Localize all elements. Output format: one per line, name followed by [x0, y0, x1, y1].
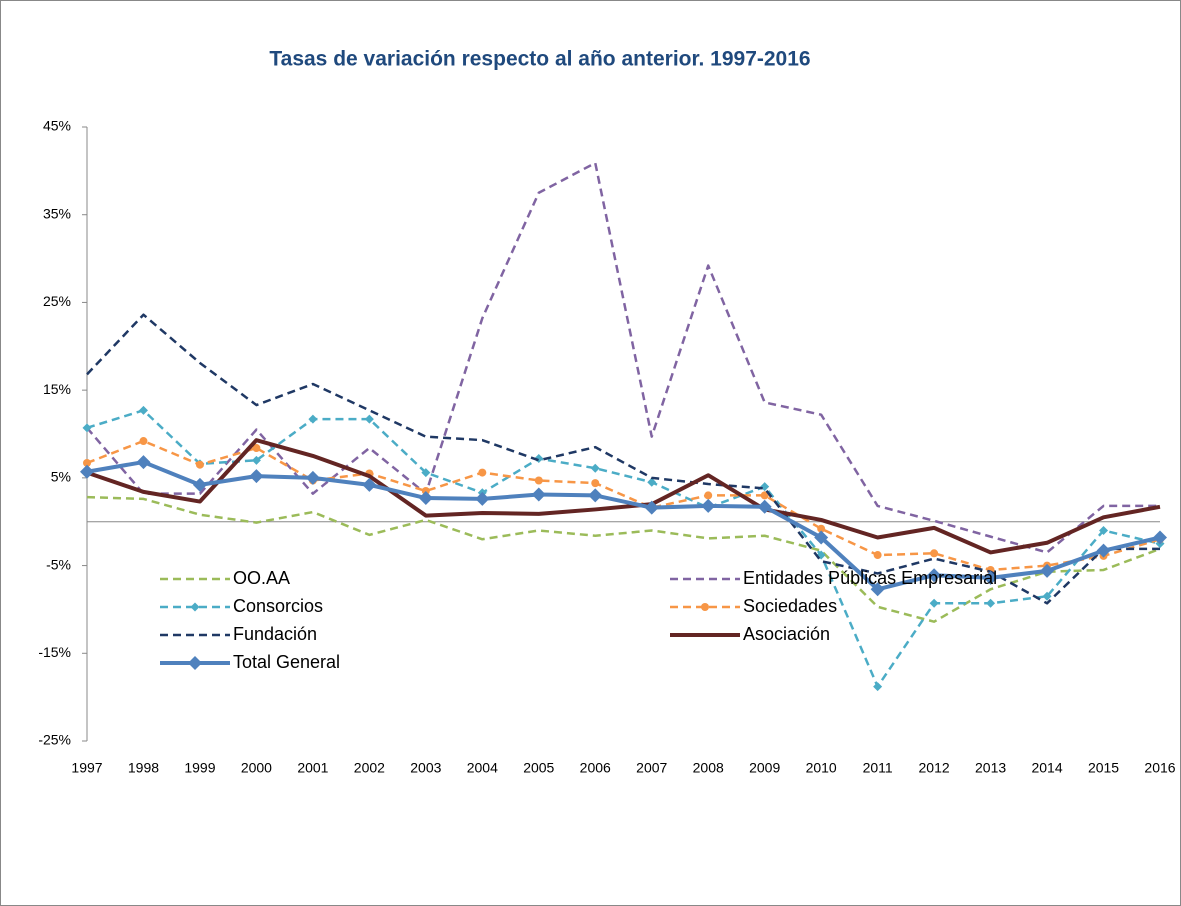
x-tick-label: 2012	[919, 760, 950, 776]
data-point	[1040, 563, 1055, 578]
x-tick-label: 2001	[297, 760, 328, 776]
data-point	[590, 463, 600, 473]
data-point	[195, 460, 204, 469]
data-point	[192, 477, 207, 492]
series-line	[86, 313, 1160, 605]
series-line	[86, 460, 1161, 592]
legend-label: Asociación	[743, 624, 830, 644]
data-point	[817, 524, 826, 533]
x-tick-label: 2006	[580, 760, 611, 776]
data-point	[421, 468, 431, 478]
data-point	[760, 491, 769, 500]
y-tick-label: 45%	[43, 118, 71, 134]
data-point	[983, 570, 998, 585]
x-tick-label: 1999	[184, 760, 215, 776]
legend-marker	[190, 602, 200, 612]
data-point	[757, 499, 772, 514]
legend-label: Fundación	[233, 624, 317, 644]
data-point	[252, 444, 261, 453]
x-tick-label: 2013	[975, 760, 1006, 776]
legend-label: Total General	[233, 652, 340, 672]
data-point	[701, 498, 716, 513]
data-point	[704, 491, 713, 500]
data-point	[929, 598, 939, 608]
y-tick-label: -5%	[46, 556, 71, 572]
data-point	[478, 468, 487, 477]
y-tick-label: 5%	[51, 469, 71, 485]
legend-label: Sociedades	[743, 596, 837, 616]
x-tick-label: 2010	[806, 760, 837, 776]
data-point	[139, 437, 148, 446]
data-point	[647, 477, 657, 487]
x-tick-label: 2011	[863, 760, 893, 776]
data-point	[249, 469, 264, 484]
data-point	[251, 455, 261, 465]
legend-label: Entidades Públicas Empresarial	[743, 568, 997, 588]
legend-label: OO.AA	[233, 568, 290, 588]
data-point	[1153, 530, 1167, 545]
data-point	[418, 491, 433, 506]
data-point	[1099, 525, 1109, 535]
data-point	[591, 479, 600, 488]
legend-marker	[701, 603, 709, 611]
chart-title: Tasas de variación respecto al año anter…	[269, 48, 810, 71]
x-tick-label: 2002	[354, 760, 385, 776]
data-point	[644, 500, 659, 515]
data-point	[927, 568, 942, 583]
data-point	[305, 470, 320, 485]
x-tick-label: 2016	[1144, 760, 1175, 776]
data-point	[986, 598, 996, 608]
x-tick-label: 2009	[749, 760, 780, 776]
series-line	[86, 495, 1161, 623]
x-tick-label: 2003	[410, 760, 441, 776]
data-point	[873, 551, 882, 560]
legend-label: Consorcios	[233, 596, 323, 616]
x-tick-label: 2004	[467, 760, 498, 776]
x-tick-label: 2008	[693, 760, 724, 776]
data-point	[1042, 591, 1052, 601]
data-point	[83, 458, 91, 467]
data-point	[475, 491, 490, 506]
y-tick-label: -25%	[38, 732, 71, 748]
x-tick-label: 2007	[636, 760, 667, 776]
x-tick-label: 2005	[523, 760, 554, 776]
x-tick-label: 2000	[241, 760, 272, 776]
data-point	[534, 476, 543, 485]
data-point	[814, 530, 829, 545]
data-point	[364, 414, 374, 424]
x-tick-label: 2014	[1031, 760, 1062, 776]
x-tick-label: 1997	[71, 760, 102, 776]
data-point	[421, 487, 430, 496]
x-tick-label: 2015	[1088, 760, 1119, 776]
data-point	[588, 488, 603, 503]
data-point	[930, 549, 939, 558]
data-point	[870, 582, 885, 597]
data-point	[138, 405, 148, 415]
legend-marker	[188, 656, 202, 670]
data-point	[136, 455, 151, 470]
data-point	[80, 464, 94, 479]
y-tick-label: -15%	[38, 644, 71, 660]
data-point	[362, 477, 377, 492]
x-tick-label: 1998	[128, 760, 159, 776]
data-point	[873, 682, 883, 692]
y-tick-label: 25%	[43, 293, 71, 309]
data-point	[531, 487, 546, 502]
series-line	[86, 438, 1161, 555]
y-tick-label: 15%	[43, 381, 71, 397]
series-line	[86, 439, 1161, 572]
y-tick-label: 35%	[43, 205, 71, 221]
data-point	[1096, 543, 1111, 558]
data-point	[308, 414, 318, 424]
data-point	[82, 423, 92, 433]
